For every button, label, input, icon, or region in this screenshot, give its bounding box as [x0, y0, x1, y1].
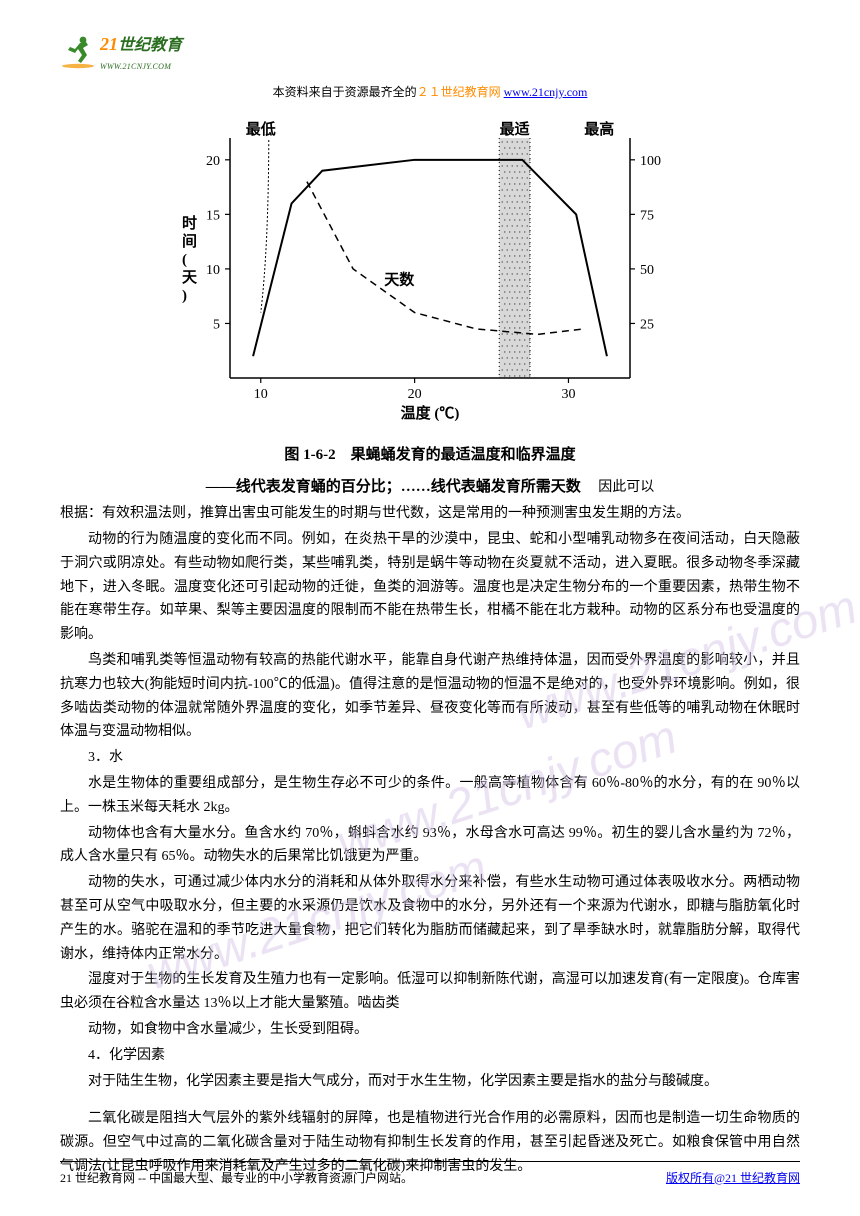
para-1: 动物的行为随温度的变化而不同。例如，在炎热干旱的沙漠中，昆虫、蛇和小型哺乳动物多…	[60, 528, 800, 647]
para-7: 动物，如食物中含水量减少，生长受到阻碍。	[60, 1018, 800, 1042]
para-6: 湿度对于生物的生长发育及生殖力也有一定影响。低湿可以抑制新陈代谢，高湿可以加速发…	[60, 968, 800, 1016]
trail-text: 因此可以	[584, 480, 654, 495]
para-2: 鸟类和哺乳类等恒温动物有较高的热能代谢水平，能靠自身代谢产热维持体温，因而受外界…	[60, 649, 800, 744]
chart-svg: 5 10 15 20 25 50 75 100 10 20 30 温度 (℃) 时间 (天) 最低 最适 最高天…	[150, 118, 710, 428]
svg-text:20: 20	[206, 154, 220, 169]
svg-text:10: 10	[254, 387, 268, 402]
page-footer: 21 世纪教育网 -- 中国最大型、最专业的中小学教育资源门户网站。 版权所有@…	[60, 1161, 800, 1188]
logo-cn-text: 世纪教育	[118, 32, 182, 59]
logo-number: 21	[100, 29, 118, 60]
source-brand: ２１世纪教育网	[417, 85, 501, 99]
figure-legend: ——线代表发育蛹的百分比；……线代表蛹发育所需天数	[206, 479, 581, 495]
para-cont: 根据：有效积温法则，推算出害虫可能发生的时期与世代数，这是常用的一种预测害虫发生…	[60, 502, 800, 526]
para-8: 对于陆生生物，化学因素主要是指大气成分，而对于水生生物，化学因素主要是指水的盐分…	[60, 1070, 800, 1094]
section-4: 4．化学因素	[60, 1044, 800, 1068]
svg-text:25: 25	[640, 318, 654, 333]
svg-text:): )	[182, 288, 187, 304]
svg-text:最低: 最低	[246, 120, 276, 138]
logo-url: WWW.21CNJY.COM	[100, 60, 182, 74]
svg-text:50: 50	[640, 263, 654, 278]
svg-text:间: 间	[182, 232, 197, 250]
svg-text:30: 30	[561, 387, 575, 402]
runner-icon	[60, 33, 96, 69]
site-logo: 21世纪教育 WWW.21CNJY.COM	[60, 30, 200, 72]
svg-text:温度 (℃): 温度 (℃)	[401, 404, 460, 422]
svg-text:100: 100	[640, 154, 661, 169]
svg-text:最适: 最适	[500, 120, 530, 138]
section-3: 3．水	[60, 746, 800, 770]
footer-left: 21 世纪教育网 -- 中国最大型、最专业的中小学教育资源门户网站。	[60, 1168, 413, 1188]
para-5: 动物的失水，可通过减少体内水分的消耗和从体外取得水分来补偿，有些水生动物可通过体…	[60, 871, 800, 966]
svg-text:天数: 天数	[384, 271, 415, 289]
source-link[interactable]: www.21cnjy.com	[504, 85, 588, 99]
svg-text:(: (	[182, 252, 187, 268]
page-header: 21世纪教育 WWW.21CNJY.COM	[60, 30, 800, 72]
svg-text:5: 5	[213, 318, 220, 333]
svg-text:天: 天	[182, 269, 198, 286]
para-4: 动物体也含有大量水分。鱼含水约 70％，蝌蚪含水约 93％，水母含水可高达 99…	[60, 822, 800, 870]
footer-right-link[interactable]: 版权所有@21 世纪教育网	[666, 1168, 800, 1188]
svg-text:时: 时	[182, 215, 197, 232]
figure-1-6-2: 5 10 15 20 25 50 75 100 10 20 30 温度 (℃) 时间 (天) 最低 最适 最高天…	[150, 118, 710, 468]
svg-text:最高: 最高	[584, 120, 614, 138]
source-line: 本资料来自于资源最齐全的２１世纪教育网 www.21cnjy.com	[60, 82, 800, 102]
svg-text:10: 10	[206, 263, 220, 278]
figure-caption: 图 1-6-2 果蝇蛹发育的最适温度和临界温度	[150, 443, 710, 469]
svg-text:15: 15	[206, 209, 220, 224]
svg-text:20: 20	[408, 387, 422, 402]
svg-text:75: 75	[640, 209, 654, 224]
para-3: 水是生物体的重要组成部分，是生物生存必不可少的条件。一般高等植物体含有 60％-…	[60, 772, 800, 820]
source-prefix: 本资料来自于资源最齐全的	[273, 85, 417, 99]
